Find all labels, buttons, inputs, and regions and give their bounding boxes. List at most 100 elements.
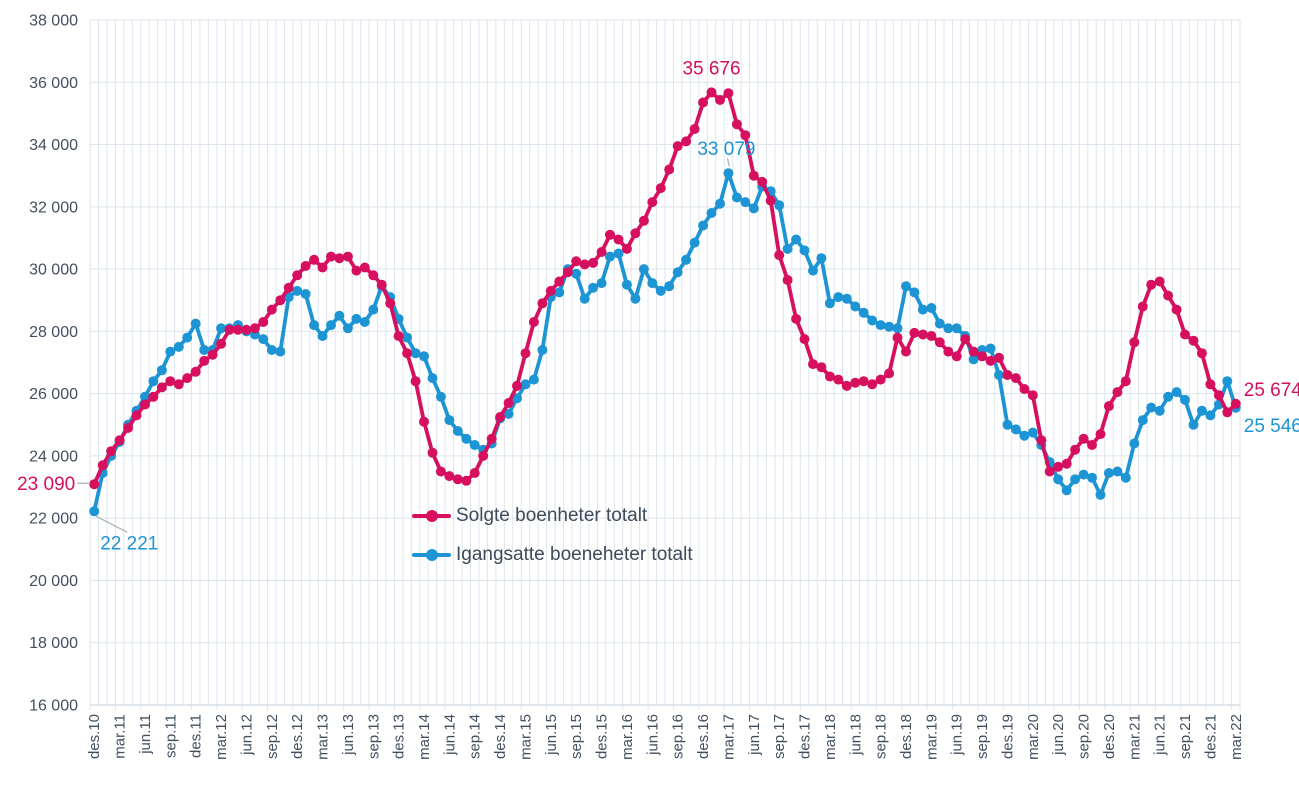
y-tick-label: 34 000 [29, 137, 78, 154]
data-point [1095, 429, 1106, 440]
x-tick-label: des.11 [188, 714, 205, 758]
data-point [266, 345, 277, 355]
data-point [503, 398, 514, 408]
data-point [824, 371, 835, 382]
data-point [1188, 419, 1199, 430]
data-point [841, 380, 852, 391]
data-point [917, 329, 928, 340]
data-point [461, 433, 472, 444]
x-tick-label: sep.16 [670, 714, 687, 759]
data-point [410, 348, 421, 359]
data-point [841, 293, 852, 304]
x-tick-label: des.15 [594, 714, 611, 759]
x-tick-label: mar.22 [1228, 714, 1245, 760]
data-point [1112, 387, 1123, 398]
data-point [943, 346, 954, 357]
x-tick-label: des.18 [898, 714, 915, 759]
x-tick-label: des.20 [1101, 714, 1118, 759]
data-point [148, 391, 159, 402]
data-point [689, 237, 700, 248]
data-point [638, 215, 649, 226]
data-point [1129, 438, 1140, 449]
data-point [1137, 415, 1148, 426]
data-point [630, 293, 641, 304]
x-tick-label: sep.18 [873, 714, 890, 759]
data-point [520, 348, 531, 359]
data-point [427, 373, 438, 384]
data-point [892, 323, 903, 334]
x-tick-label: sep.15 [568, 714, 585, 759]
x-tick-label: des.21 [1202, 714, 1219, 759]
data-point [486, 433, 497, 444]
data-point [249, 323, 260, 334]
data-point [554, 276, 565, 287]
data-point [1019, 384, 1030, 394]
data-point [1171, 304, 1182, 315]
data-point [1120, 376, 1131, 387]
data-label: 25 546 [1244, 416, 1299, 437]
data-point [1027, 427, 1038, 438]
data-point [1196, 405, 1207, 416]
data-point [241, 324, 252, 335]
data-point [1070, 474, 1081, 485]
data-point [875, 320, 886, 331]
data-point [1053, 461, 1064, 472]
data-point [884, 321, 895, 332]
data-point [588, 257, 599, 268]
data-point [1188, 335, 1199, 346]
data-point [114, 435, 125, 446]
data-point [461, 475, 472, 486]
x-tick-label: jun.11 [137, 714, 154, 755]
data-point [452, 474, 463, 485]
x-tick-label: mar.15 [517, 714, 534, 760]
data-point [165, 346, 176, 357]
x-tick-label: jun.20 [1050, 714, 1067, 756]
solgte-line-marker-icon [412, 510, 451, 522]
x-tick-label: sep.11 [162, 714, 179, 758]
data-point [368, 304, 379, 315]
data-point [402, 348, 413, 359]
data-point [782, 243, 793, 254]
data-point [334, 253, 345, 264]
data-point [655, 285, 666, 296]
y-tick-label: 20 000 [29, 573, 78, 590]
data-point [875, 374, 886, 385]
x-tick-label: des.17 [797, 714, 814, 759]
data-point [216, 323, 227, 334]
x-tick-label: mar.14 [416, 714, 433, 760]
data-point [1180, 394, 1190, 405]
data-point [867, 315, 878, 326]
data-point [326, 320, 336, 331]
x-tick-label: mar.11 [112, 714, 129, 759]
y-tick-label: 22 000 [29, 511, 78, 528]
data-point [1087, 440, 1097, 450]
data-point [765, 195, 776, 206]
series-solgte [89, 87, 1241, 490]
data-point [934, 318, 945, 329]
data-point [985, 355, 996, 366]
data-point [613, 248, 624, 259]
data-point [342, 323, 353, 334]
data-point [799, 245, 810, 256]
x-tick-label: mar.12 [213, 714, 230, 760]
data-point [452, 426, 463, 436]
data-point [630, 228, 641, 239]
x-tick-label: mar.16 [619, 714, 636, 760]
x-tick-label: mar.13 [315, 714, 332, 760]
data-point [613, 234, 624, 245]
x-tick-label: jun.18 [847, 714, 864, 756]
x-tick-label: des.14 [492, 714, 509, 759]
x-tick-label: des.10 [86, 714, 103, 759]
chart-legend: Solgte boenheter totalt Igangsatte boene… [412, 503, 693, 568]
data-label: 23 090 [17, 474, 75, 495]
x-tick-label: sep.13 [365, 714, 382, 759]
data-point [123, 422, 134, 433]
y-tick-label: 30 000 [29, 262, 78, 279]
data-point [520, 379, 531, 390]
data-point [799, 334, 810, 345]
x-tick-label: mar.18 [822, 714, 839, 760]
data-point [1036, 435, 1047, 446]
data-point [368, 270, 379, 281]
data-point [596, 247, 607, 257]
